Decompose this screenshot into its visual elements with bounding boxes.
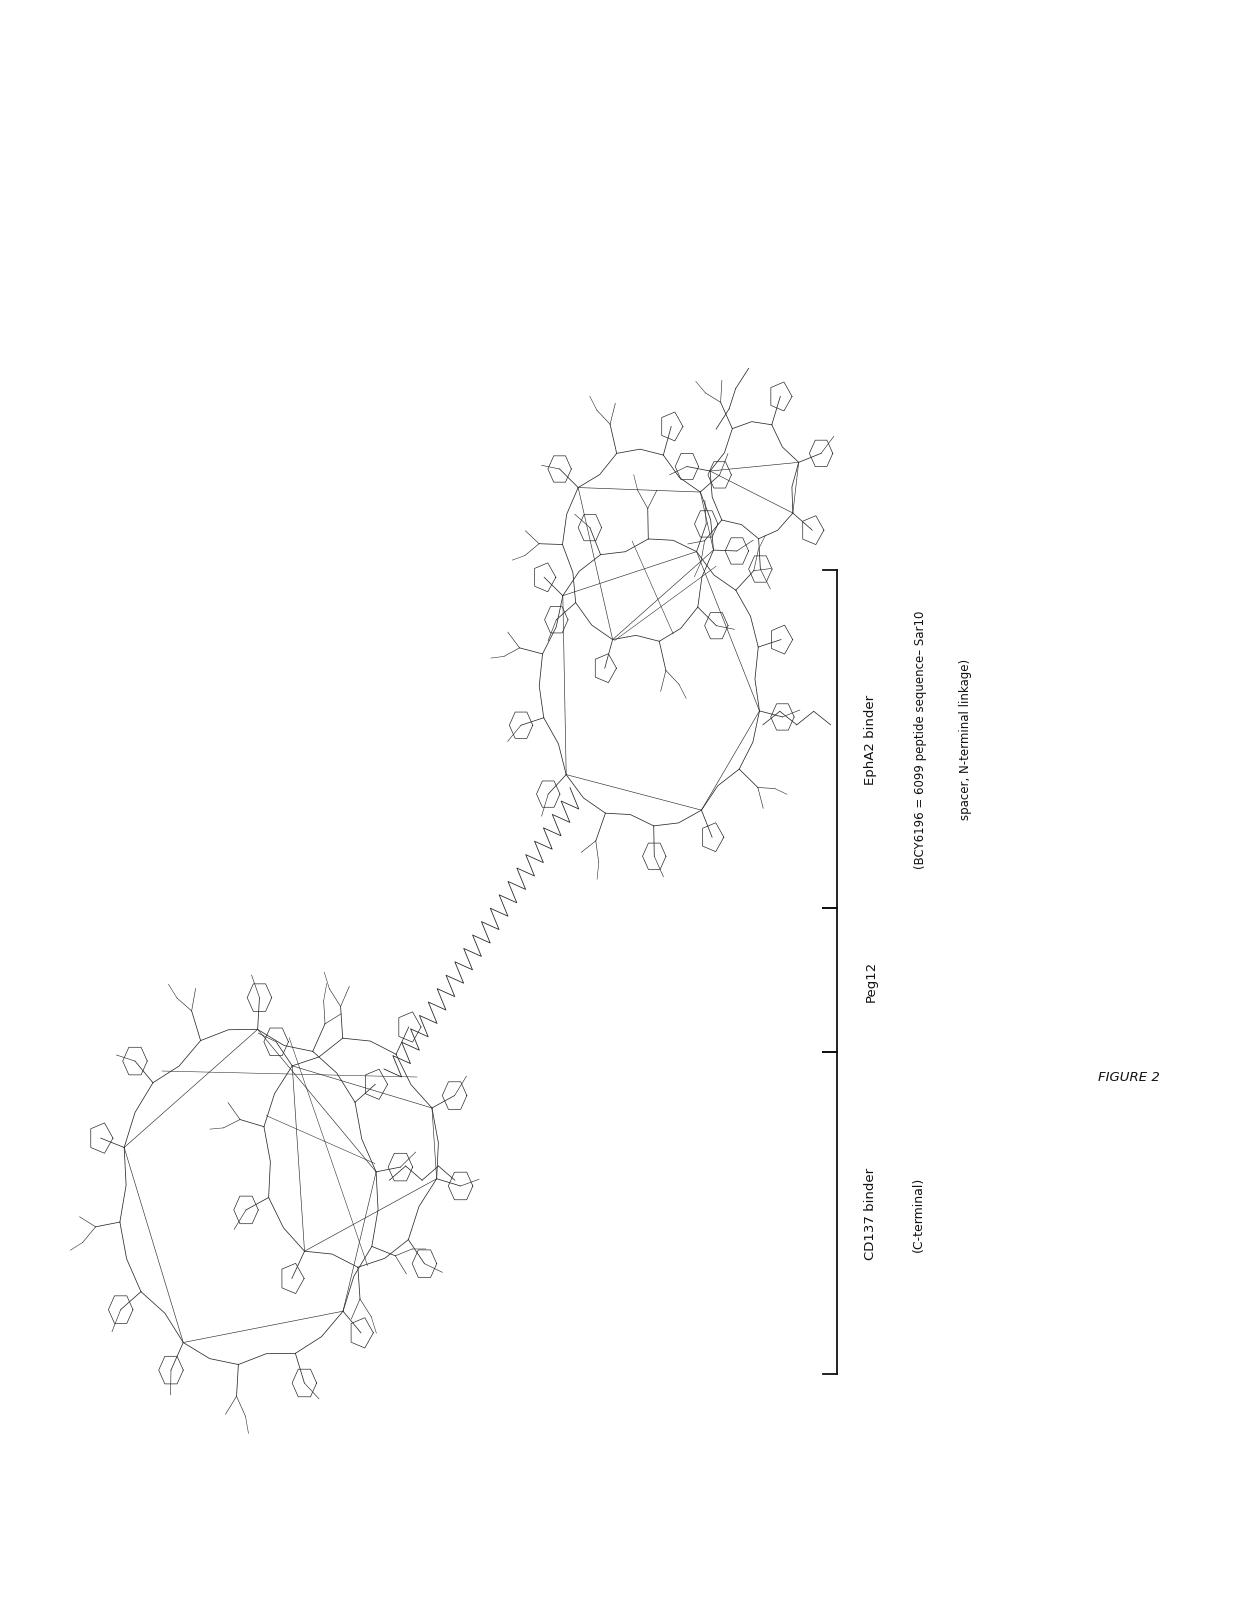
Text: EphA2 binder: EphA2 binder: [864, 694, 877, 784]
Text: CD137 binder: CD137 binder: [864, 1167, 877, 1260]
Text: Peg12: Peg12: [864, 959, 877, 1001]
Text: FIGURE 2: FIGURE 2: [1097, 1070, 1159, 1083]
Text: (BCY6196 = 6099 peptide sequence– Sar10: (BCY6196 = 6099 peptide sequence– Sar10: [914, 611, 926, 868]
Text: (C-terminal): (C-terminal): [911, 1176, 924, 1250]
Text: spacer, N-terminal linkage): spacer, N-terminal linkage): [959, 659, 971, 820]
